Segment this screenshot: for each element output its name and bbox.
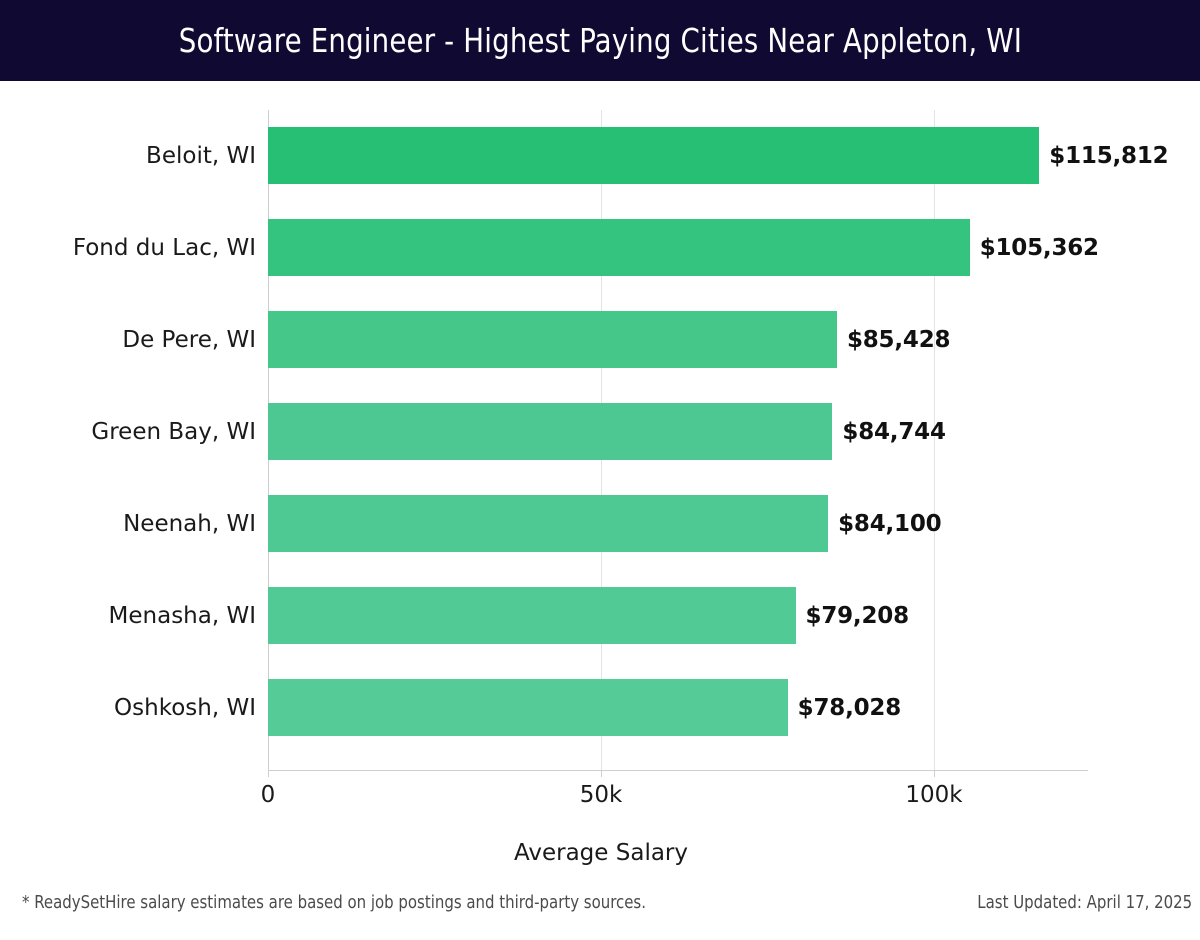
bar[interactable]: [268, 219, 970, 276]
x-axis-tick-label: 50k: [579, 782, 623, 808]
bar-value-label: $79,208: [805, 602, 910, 629]
footer-disclaimer: * ReadySetHire salary estimates are base…: [22, 893, 646, 913]
category-label: De Pere, WI: [122, 326, 256, 353]
bar-row: Menasha, WI $79,208: [109, 570, 934, 662]
x-axis-tick-label: 100k: [905, 782, 963, 808]
category-label: Menasha, WI: [108, 602, 256, 629]
category-label: Beloit, WI: [146, 142, 256, 169]
bar-chart: Beloit, WI $115,812 Fond du Lac, WI $105,36…: [0, 81, 1200, 881]
x-axis-tick: [934, 770, 935, 777]
bar-row: Green Bay, WI $84,744: [91, 386, 946, 478]
category-label: Neenah, WI: [123, 510, 256, 537]
footer-last-updated: Last Updated: April 17, 2025: [977, 893, 1192, 913]
bar-value-label: $85,428: [846, 326, 951, 353]
page-header: Software Engineer - Highest Paying Citie…: [0, 0, 1200, 81]
bar-value-label: $78,028: [797, 694, 902, 721]
bar[interactable]: [268, 495, 829, 552]
page-title: Software Engineer - Highest Paying Citie…: [178, 21, 1022, 60]
bar-row: De Pere, WI $85,428: [122, 294, 950, 386]
bar[interactable]: [268, 311, 837, 368]
x-axis-tick: [268, 770, 269, 777]
bar-value-label: $84,744: [842, 418, 946, 445]
category-label: Fond du Lac, WI: [72, 234, 256, 261]
bar-row: Fond du Lac, WI $105,362: [73, 202, 1099, 294]
bar[interactable]: [268, 127, 1040, 184]
x-axis-line: [268, 770, 1088, 771]
bar[interactable]: [268, 403, 833, 460]
bar-value-label: $105,362: [979, 234, 1099, 261]
page-footer: * ReadySetHire salary estimates are base…: [0, 893, 1200, 940]
category-label: Green Bay, WI: [91, 418, 256, 445]
bar-value-label: $115,812: [1049, 142, 1169, 169]
x-axis-tick: [601, 770, 602, 777]
bar-row: Neenah, WI $84,100: [123, 478, 942, 570]
bar-row: Oshkosh, WI $78,028: [114, 662, 934, 754]
bar-value-label: $84,100: [838, 510, 942, 537]
x-axis-title: Average Salary: [513, 840, 688, 866]
gridline: [934, 110, 935, 770]
bar[interactable]: [268, 587, 796, 644]
x-axis-tick-label: 0: [260, 782, 276, 808]
plot-area: Beloit, WI $115,812 Fond du Lac, WI $105,36…: [73, 110, 1169, 866]
category-label: Oshkosh, WI: [114, 694, 256, 721]
bar[interactable]: [268, 679, 788, 736]
bar-row: Beloit, WI $115,812: [146, 110, 1169, 202]
